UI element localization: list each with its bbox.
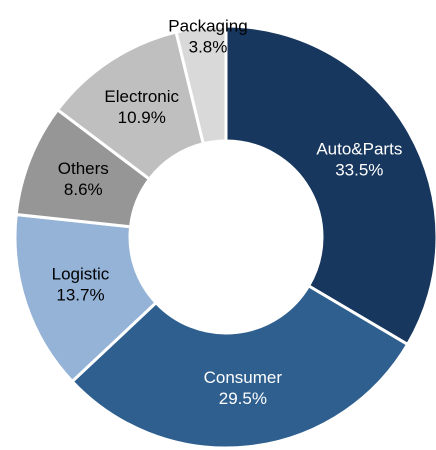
donut-slice (13, 212, 159, 384)
slice-label: Others (58, 159, 109, 178)
slice-value-label: 29.5% (219, 389, 267, 408)
donut-slice (224, 24, 436, 347)
slice-label: Logistic (52, 264, 110, 283)
slice-label: Auto&Parts (316, 139, 402, 158)
slice-value-label: 8.6% (64, 180, 103, 199)
slice-label: Consumer (204, 368, 283, 387)
slice-value-label: 13.7% (56, 285, 104, 304)
donut-slice (70, 283, 410, 450)
donut-slice (174, 24, 228, 146)
slice-value-label: 10.9% (118, 108, 166, 127)
slice-label: Electronic (104, 87, 179, 106)
slice-value-label: 33.5% (335, 160, 383, 179)
slice-value-label: 3.8% (189, 37, 228, 56)
slice-label: Packaging (168, 16, 247, 35)
